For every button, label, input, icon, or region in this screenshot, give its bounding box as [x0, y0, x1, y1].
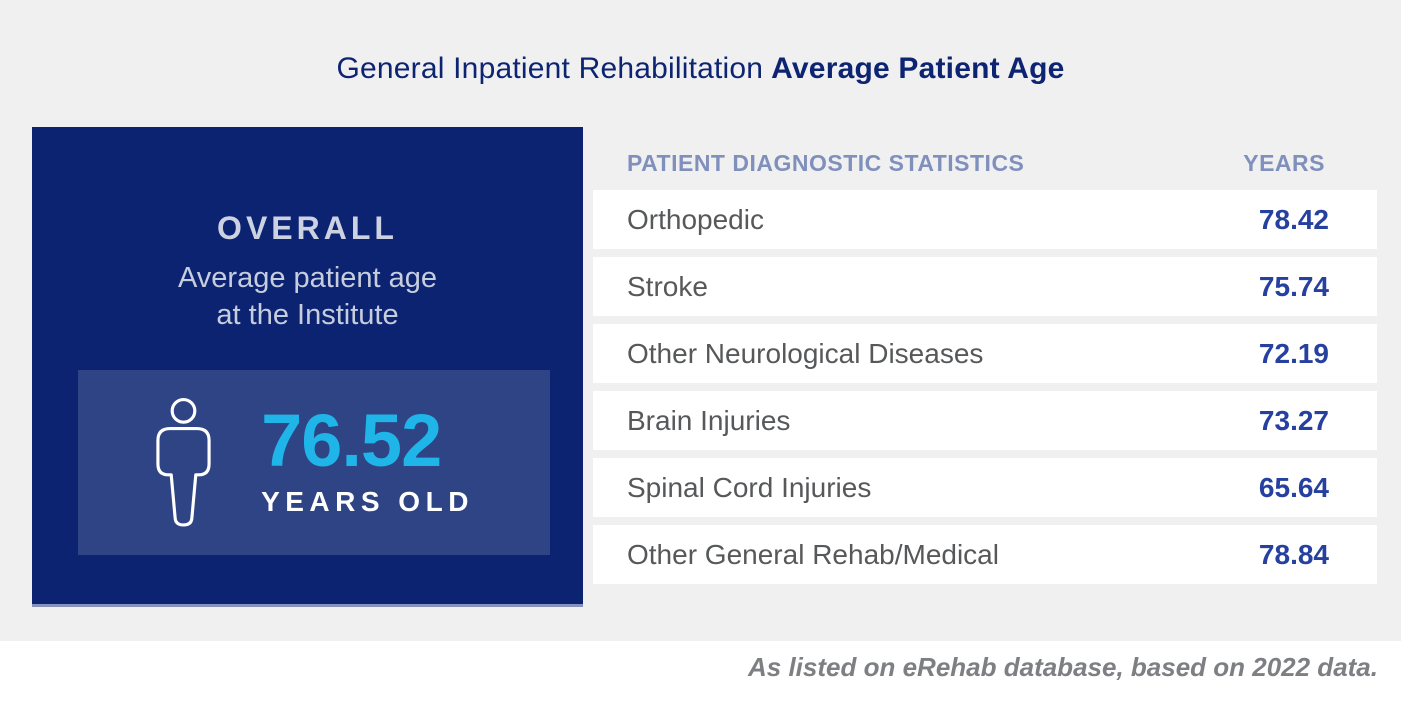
table-row: Spinal Cord Injuries 65.64: [593, 458, 1377, 517]
overall-average-card: OVERALL Average patient age at the Insti…: [32, 127, 583, 607]
table-row: Stroke 75.74: [593, 257, 1377, 316]
source-note: As listed on eRehab database, based on 2…: [748, 652, 1378, 682]
page-title-bold: Average Patient Age: [771, 52, 1065, 85]
page-title-regular: General Inpatient Rehabilitation: [336, 52, 764, 85]
row-value: 78.84: [1258, 538, 1329, 570]
row-label: Other Neurological Diseases: [627, 337, 984, 369]
table-row: Other General Rehab/Medical 78.84: [593, 525, 1377, 584]
overall-stat-panel: 76.52 YEARS OLD: [78, 370, 550, 555]
diagnostic-statistics-table: PATIENT DIAGNOSTIC STATISTICS YEARS Orth…: [593, 143, 1377, 592]
overall-subtitle-line2: at the Institute: [216, 298, 399, 331]
row-value: 73.27: [1258, 404, 1329, 436]
table-row: Brain Injuries 73.27: [593, 391, 1377, 450]
row-value: 65.64: [1258, 471, 1329, 503]
row-label: Stroke: [627, 270, 708, 302]
overall-average-unit: YEARS OLD: [261, 485, 474, 517]
row-label: Orthopedic: [627, 203, 764, 235]
row-value: 75.74: [1258, 270, 1329, 302]
page-title: General Inpatient Rehabilitation Average …: [0, 52, 1401, 86]
table-header-label-column: PATIENT DIAGNOSTIC STATISTICS: [627, 149, 1025, 176]
table-header: PATIENT DIAGNOSTIC STATISTICS YEARS: [593, 143, 1377, 183]
table-header-value-column: YEARS: [1243, 149, 1325, 176]
person-outline-icon: [154, 397, 213, 528]
overall-stat-text: 76.52 YEARS OLD: [261, 399, 474, 517]
overall-subtitle: Average patient age at the Institute: [32, 260, 583, 333]
row-label: Brain Injuries: [627, 404, 791, 436]
row-label: Spinal Cord Injuries: [627, 471, 872, 503]
table-row: Orthopedic 78.42: [593, 190, 1377, 249]
overall-heading: OVERALL: [217, 210, 398, 246]
row-label: Other General Rehab/Medical: [627, 538, 999, 570]
overall-average-value: 76.52: [261, 399, 442, 483]
table-row: Other Neurological Diseases 72.19: [593, 324, 1377, 383]
row-value: 72.19: [1258, 337, 1329, 369]
overall-subtitle-line1: Average patient age: [177, 262, 438, 294]
row-value: 78.42: [1258, 203, 1329, 235]
